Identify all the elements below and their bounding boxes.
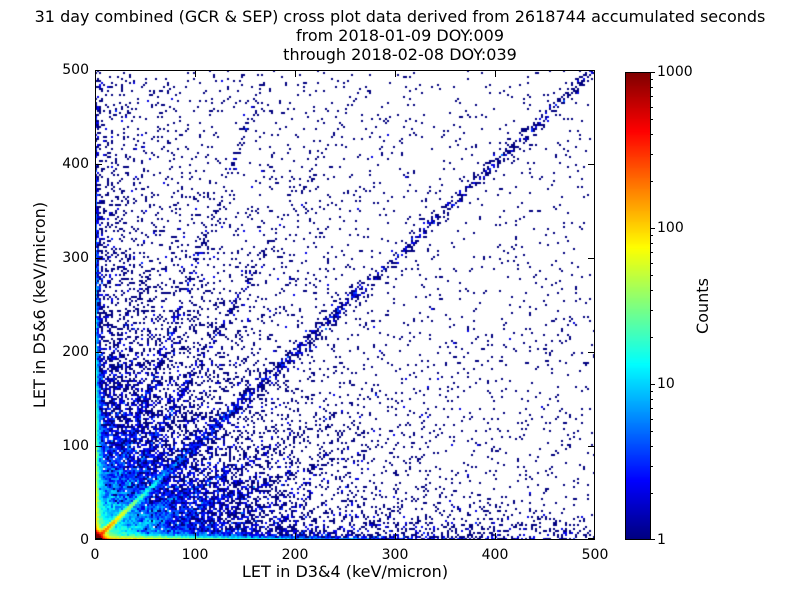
y-tick-mark [588, 164, 594, 165]
x-tick-label: 0 [90, 547, 100, 563]
colorbar-minor-tick-mark [651, 106, 653, 108]
colorbar-minor-tick-mark [651, 446, 653, 448]
x-tick-mark [395, 71, 396, 77]
colorbar-minor-tick-mark [651, 87, 653, 89]
y-tick-mark [588, 70, 594, 71]
colorbar-minor-tick-mark [651, 408, 653, 410]
x-tick-label: 500 [581, 547, 609, 563]
colorbar-minor-tick-mark [651, 262, 653, 264]
y-tick-label: 100 [62, 438, 89, 454]
colorbar-tick-mark [651, 384, 655, 385]
colorbar-minor-tick-mark [651, 243, 653, 245]
x-tick-mark [495, 71, 496, 77]
chart-title-line-1: 31 day combined (GCR & SEP) cross plot d… [34, 7, 766, 26]
colorbar-minor-tick-mark [651, 337, 653, 339]
x-tick-mark [594, 533, 595, 539]
y-tick-mark [588, 258, 594, 259]
colorbar-tick-mark [651, 72, 655, 73]
y-tick-mark [96, 446, 102, 447]
colorbar-minor-tick-mark [651, 79, 653, 81]
colorbar-frame [625, 72, 651, 540]
plot-frame [95, 70, 595, 540]
y-tick-label: 200 [62, 344, 89, 360]
colorbar-tick-mark [651, 539, 655, 540]
y-tick-label: 300 [62, 250, 89, 266]
y-tick-mark [588, 538, 594, 539]
colorbar-minor-tick-mark [651, 274, 653, 276]
colorbar-minor-tick-mark [651, 391, 653, 393]
colorbar-minor-tick-mark [651, 430, 653, 432]
y-tick-label: 400 [62, 156, 89, 172]
colorbar-minor-tick-mark [651, 309, 653, 311]
x-tick-mark [495, 533, 496, 539]
colorbar-minor-tick-mark [651, 290, 653, 292]
x-tick-mark [95, 71, 96, 77]
x-tick-mark [295, 71, 296, 77]
colorbar-gradient [625, 72, 651, 540]
colorbar-tick-label: 1000 [657, 64, 693, 80]
colorbar-minor-tick-mark [651, 493, 653, 495]
colorbar-minor-tick-mark [651, 418, 653, 420]
y-tick-mark [588, 446, 594, 447]
colorbar-tick-label: 10 [657, 376, 675, 392]
x-tick-label: 300 [381, 547, 409, 563]
colorbar-minor-tick-mark [651, 118, 653, 120]
colorbar-minor-tick-mark [651, 96, 653, 98]
colorbar-minor-tick-mark [651, 252, 653, 254]
y-tick-mark [96, 164, 102, 165]
scatter-heatmap-canvas [95, 70, 595, 540]
x-tick-mark [395, 533, 396, 539]
colorbar-minor-tick-mark [651, 399, 653, 401]
colorbar-minor-tick-mark [651, 153, 653, 155]
colorbar-tick-label: 1 [657, 532, 666, 548]
y-tick-mark [96, 70, 102, 71]
chart-title-line-3: through 2018-02-08 DOY:039 [283, 45, 517, 64]
colorbar-minor-tick-mark [651, 235, 653, 237]
colorbar-minor-tick-mark [651, 181, 653, 183]
colorbar-minor-tick-mark [651, 465, 653, 467]
y-tick-mark [96, 258, 102, 259]
y-axis-label: LET in D5&6 (keV/micron) [30, 201, 49, 409]
colorbar-minor-tick-mark [651, 134, 653, 136]
y-tick-label: 0 [80, 532, 89, 548]
colorbar-tick-label: 100 [657, 220, 684, 236]
x-tick-label: 100 [181, 547, 209, 563]
y-tick-mark [96, 352, 102, 353]
x-tick-label: 400 [481, 547, 509, 563]
x-tick-mark [95, 533, 96, 539]
chart-title-line-2: from 2018-01-09 DOY:009 [295, 26, 504, 45]
x-tick-label: 200 [281, 547, 309, 563]
colorbar-tick-mark [651, 228, 655, 229]
x-tick-mark [594, 71, 595, 77]
x-tick-mark [195, 533, 196, 539]
x-axis-label: LET in D3&4 (keV/micron) [241, 562, 449, 581]
y-tick-mark [96, 538, 102, 539]
y-tick-mark [588, 352, 594, 353]
y-tick-label: 500 [62, 62, 89, 78]
x-tick-mark [195, 71, 196, 77]
x-tick-mark [295, 533, 296, 539]
